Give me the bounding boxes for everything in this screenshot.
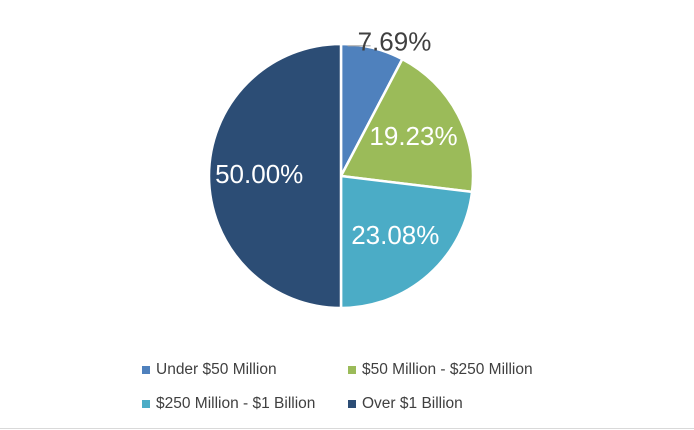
data-label-over-1b: 50.00% <box>215 159 303 189</box>
legend-row: $250 Million - $1 Billion Over $1 Billio… <box>142 392 582 416</box>
legend-swatch <box>348 366 356 374</box>
slice-250m-1b <box>339 174 474 310</box>
data-label-250m-1b: 23.08% <box>351 220 439 250</box>
legend-row: Under $50 Million $50 Million - $250 Mil… <box>142 358 582 382</box>
legend-item-over-1b: Over $1 Billion <box>348 395 463 413</box>
legend-item-50m-250m: $50 Million - $250 Million <box>348 361 533 379</box>
legend: Under $50 Million $50 Million - $250 Mil… <box>142 358 582 426</box>
legend-item-250m-1b: $250 Million - $1 Billion <box>142 395 348 413</box>
data-label-under-50m: 7.69% <box>358 27 432 57</box>
legend-item-under-50m: Under $50 Million <box>142 361 348 379</box>
legend-swatch <box>348 400 356 408</box>
legend-swatch <box>142 400 150 408</box>
legend-label: Under $50 Million <box>156 361 277 378</box>
data-label-50m-250m: 19.23% <box>369 121 457 151</box>
legend-label: Over $1 Billion <box>362 395 463 412</box>
legend-swatch <box>142 366 150 374</box>
slice-50m-250m <box>339 57 475 194</box>
legend-label: $250 Million - $1 Billion <box>156 395 316 412</box>
slice-over-1b <box>207 42 343 310</box>
bottom-border <box>0 428 694 429</box>
legend-label: $50 Million - $250 Million <box>362 361 533 378</box>
